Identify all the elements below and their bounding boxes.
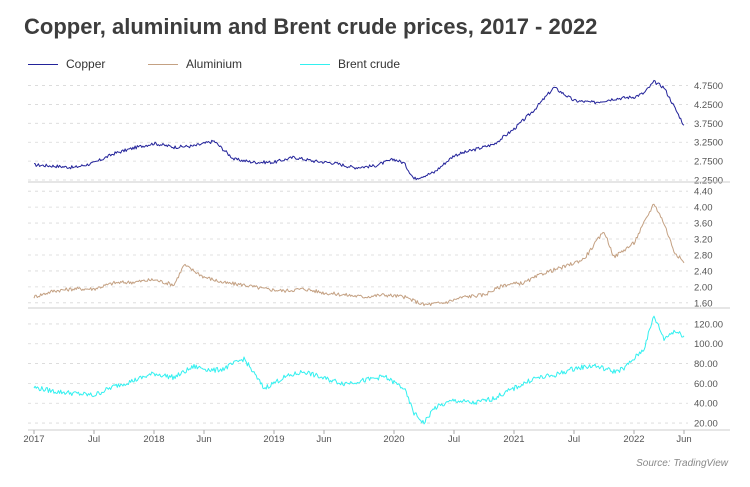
y-tick-label: 60.00 <box>694 379 718 390</box>
series-line-aluminium <box>33 203 685 307</box>
legend-swatch-copper <box>28 63 58 65</box>
x-tick-label: 2017 <box>23 434 44 445</box>
legend-swatch-brent <box>300 63 330 65</box>
y-tick-label: 2.40 <box>694 266 713 277</box>
legend-item-copper: Copper <box>28 56 105 72</box>
y-tick-label: 100.00 <box>694 339 723 350</box>
y-tick-label: 3.7500 <box>694 119 723 130</box>
x-tick-label: Jul <box>448 434 460 445</box>
y-tick-label: 2.00 <box>694 282 713 293</box>
x-tick-label: 2019 <box>263 434 284 445</box>
y-tick-label: 3.20 <box>694 235 713 246</box>
x-tick-label: Jun <box>196 434 211 445</box>
x-tick-label: 2021 <box>503 434 524 445</box>
y-tick-label: 3.60 <box>694 219 713 230</box>
legend-item-aluminium: Aluminium <box>148 56 242 72</box>
x-tick-label: Jun <box>676 434 691 445</box>
series-line-brent-crude <box>33 315 685 425</box>
x-tick-label: 2018 <box>143 434 164 445</box>
x-tick-label: Jul <box>88 434 100 445</box>
y-tick-label: 40.00 <box>694 399 718 410</box>
x-tick-label: Jun <box>316 434 331 445</box>
legend-item-brent: Brent crude <box>300 56 400 72</box>
y-tick-label: 4.40 <box>694 187 713 198</box>
x-tick-label: Jul <box>568 434 580 445</box>
series-line-copper <box>34 79 685 181</box>
chart-title: Copper, aluminium and Brent crude prices… <box>24 14 598 39</box>
y-tick-label: 4.00 <box>694 203 713 214</box>
x-tick-label: 2020 <box>383 434 404 445</box>
y-tick-label: 4.2500 <box>694 100 723 111</box>
y-tick-label: 3.2500 <box>694 138 723 149</box>
legend-label-copper: Copper <box>66 57 106 71</box>
legend-label-aluminium: Aluminium <box>186 57 243 71</box>
y-tick-label: 2.2500 <box>694 176 723 187</box>
y-tick-label: 20.00 <box>694 419 718 430</box>
y-tick-label: 2.7500 <box>694 157 723 168</box>
y-tick-label: 1.60 <box>694 298 713 309</box>
legend-swatch-aluminium <box>148 63 178 65</box>
y-tick-label: 120.00 <box>694 319 723 330</box>
legend-label-brent: Brent crude <box>338 57 401 71</box>
y-tick-label: 80.00 <box>694 359 718 370</box>
y-tick-label: 2.80 <box>694 250 713 261</box>
source-note: Source: TradingView <box>636 458 728 469</box>
x-tick-label: 2022 <box>623 434 644 445</box>
y-tick-label: 4.7500 <box>694 81 723 92</box>
